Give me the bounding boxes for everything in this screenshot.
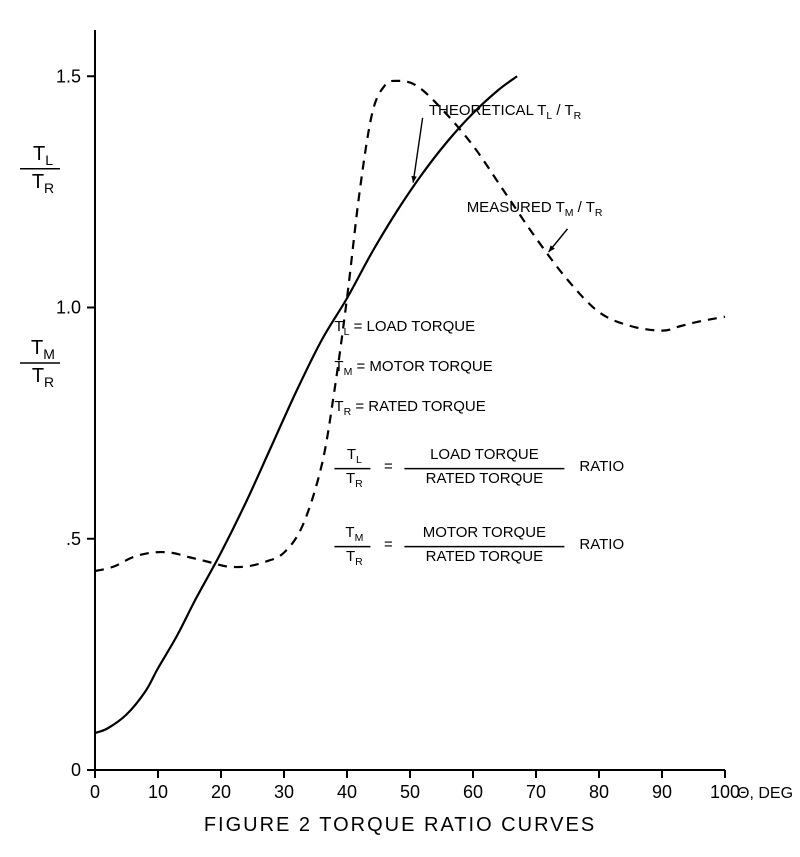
svg-text:Θ, DEG: Θ, DEG xyxy=(737,785,793,802)
svg-text:80: 80 xyxy=(589,782,609,802)
svg-text:1.5: 1.5 xyxy=(56,66,81,86)
chart-page: 0102030405060708090100Θ, DEG0.51.01.5TLT… xyxy=(0,0,800,857)
svg-text:50: 50 xyxy=(400,782,420,802)
svg-text:90: 90 xyxy=(652,782,672,802)
svg-text:30: 30 xyxy=(274,782,294,802)
svg-text:100: 100 xyxy=(710,782,740,802)
svg-text:60: 60 xyxy=(463,782,483,802)
svg-text:.5: .5 xyxy=(66,529,81,549)
svg-text:40: 40 xyxy=(337,782,357,802)
figure-caption: FIGURE 2 TORQUE RATIO CURVES xyxy=(0,814,800,837)
svg-text:10: 10 xyxy=(148,782,168,802)
svg-text:0: 0 xyxy=(71,760,81,780)
svg-text:0: 0 xyxy=(90,782,100,802)
svg-text:20: 20 xyxy=(211,782,231,802)
svg-text:1.0: 1.0 xyxy=(56,298,81,318)
torque-chart: 0102030405060708090100Θ, DEG0.51.01.5TLT… xyxy=(0,0,800,857)
svg-text:70: 70 xyxy=(526,782,546,802)
